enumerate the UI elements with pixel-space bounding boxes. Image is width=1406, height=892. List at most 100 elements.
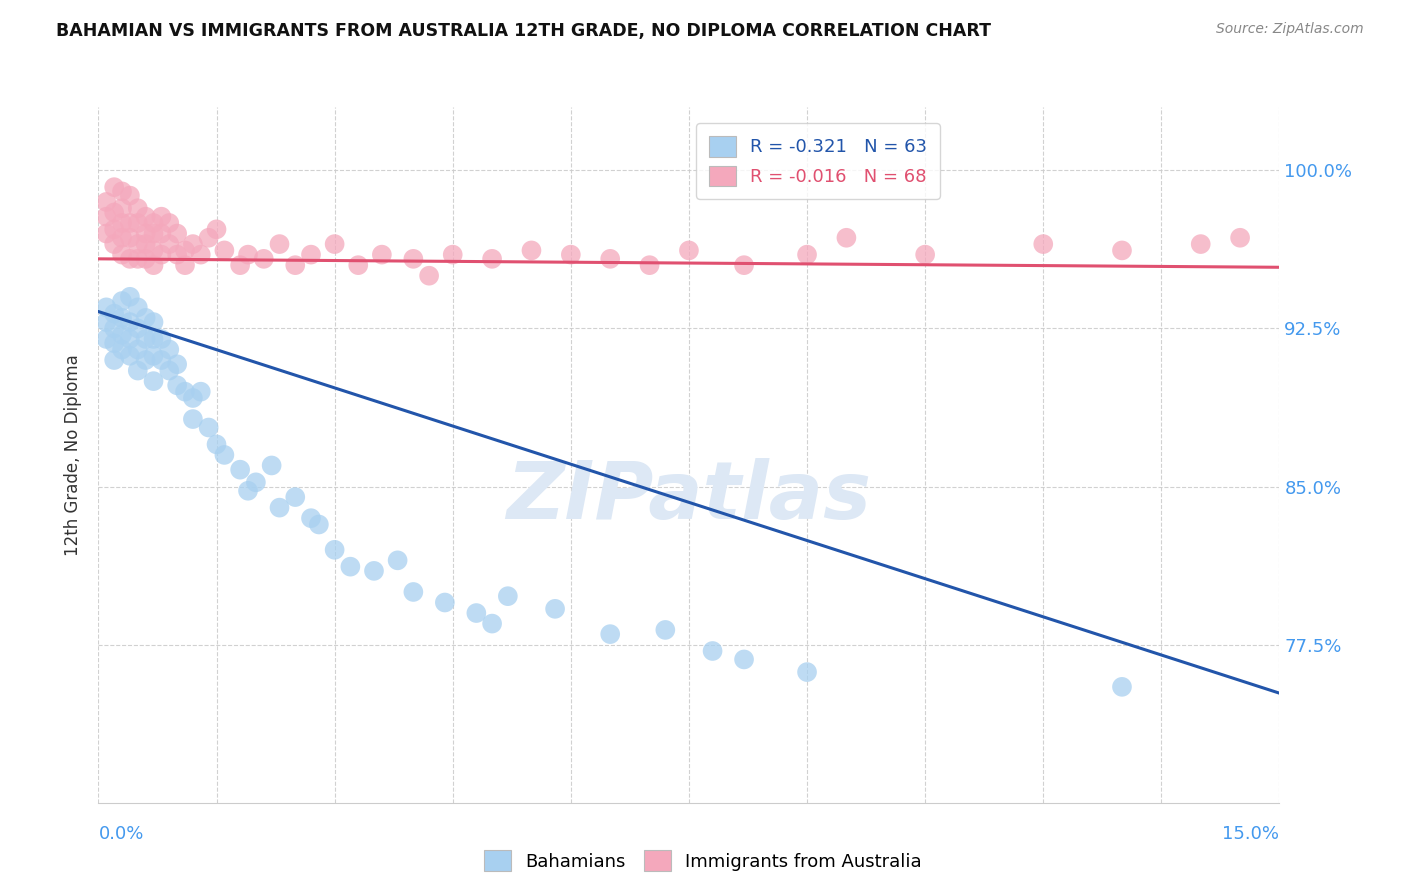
Point	[174, 244, 197, 258]
Point	[433, 595, 456, 609]
Point	[127, 301, 149, 315]
Point	[371, 247, 394, 261]
Point	[638, 258, 661, 272]
Point	[111, 231, 134, 245]
Point	[135, 310, 157, 325]
Point	[599, 627, 621, 641]
Point	[111, 216, 134, 230]
Point	[142, 315, 165, 329]
Point	[127, 201, 149, 215]
Point	[308, 517, 330, 532]
Text: ZIPatlas: ZIPatlas	[506, 458, 872, 536]
Point	[103, 180, 125, 194]
Point	[142, 258, 165, 272]
Point	[118, 252, 141, 266]
Point	[181, 237, 204, 252]
Point	[441, 247, 464, 261]
Point	[481, 616, 503, 631]
Point	[96, 194, 118, 209]
Point	[103, 307, 125, 321]
Point	[174, 258, 197, 272]
Point	[323, 542, 346, 557]
Text: 0.0%: 0.0%	[98, 825, 143, 843]
Point	[135, 332, 157, 346]
Point	[465, 606, 488, 620]
Point	[733, 258, 755, 272]
Point	[190, 384, 212, 399]
Point	[103, 336, 125, 351]
Point	[269, 237, 291, 252]
Point	[103, 321, 125, 335]
Point	[96, 301, 118, 315]
Point	[118, 349, 141, 363]
Point	[347, 258, 370, 272]
Point	[111, 185, 134, 199]
Point	[914, 247, 936, 261]
Point	[520, 244, 543, 258]
Point	[190, 247, 212, 261]
Point	[214, 244, 236, 258]
Point	[166, 357, 188, 371]
Point	[229, 463, 252, 477]
Point	[103, 222, 125, 236]
Point	[284, 490, 307, 504]
Point	[118, 315, 141, 329]
Point	[111, 247, 134, 261]
Point	[835, 231, 858, 245]
Point	[260, 458, 283, 473]
Point	[269, 500, 291, 515]
Point	[111, 293, 134, 308]
Point	[135, 252, 157, 266]
Point	[118, 231, 141, 245]
Text: Source: ZipAtlas.com: Source: ZipAtlas.com	[1216, 22, 1364, 37]
Point	[402, 585, 425, 599]
Point	[402, 252, 425, 266]
Point	[363, 564, 385, 578]
Point	[166, 247, 188, 261]
Y-axis label: 12th Grade, No Diploma: 12th Grade, No Diploma	[65, 354, 83, 556]
Point	[157, 237, 180, 252]
Point	[599, 252, 621, 266]
Point	[733, 652, 755, 666]
Point	[118, 290, 141, 304]
Point	[678, 244, 700, 258]
Point	[150, 353, 173, 368]
Point	[142, 374, 165, 388]
Point	[96, 210, 118, 224]
Point	[135, 227, 157, 241]
Point	[127, 252, 149, 266]
Point	[150, 210, 173, 224]
Point	[96, 332, 118, 346]
Point	[166, 227, 188, 241]
Point	[214, 448, 236, 462]
Point	[253, 252, 276, 266]
Point	[796, 247, 818, 261]
Point	[1189, 237, 1212, 252]
Point	[205, 437, 228, 451]
Point	[387, 553, 409, 567]
Point	[339, 559, 361, 574]
Point	[197, 420, 219, 434]
Point	[142, 349, 165, 363]
Point	[127, 237, 149, 252]
Point	[236, 247, 259, 261]
Point	[118, 216, 141, 230]
Legend: Bahamians, Immigrants from Australia: Bahamians, Immigrants from Australia	[477, 843, 929, 879]
Point	[1229, 231, 1251, 245]
Point	[481, 252, 503, 266]
Point	[245, 475, 267, 490]
Point	[654, 623, 676, 637]
Point	[1032, 237, 1054, 252]
Point	[118, 188, 141, 202]
Point	[127, 343, 149, 357]
Point	[496, 589, 519, 603]
Point	[96, 315, 118, 329]
Point	[299, 511, 322, 525]
Point	[111, 310, 134, 325]
Point	[135, 210, 157, 224]
Point	[299, 247, 322, 261]
Point	[142, 227, 165, 241]
Point	[1111, 244, 1133, 258]
Legend: R = -0.321   N = 63, R = -0.016   N = 68: R = -0.321 N = 63, R = -0.016 N = 68	[696, 123, 939, 199]
Point	[127, 216, 149, 230]
